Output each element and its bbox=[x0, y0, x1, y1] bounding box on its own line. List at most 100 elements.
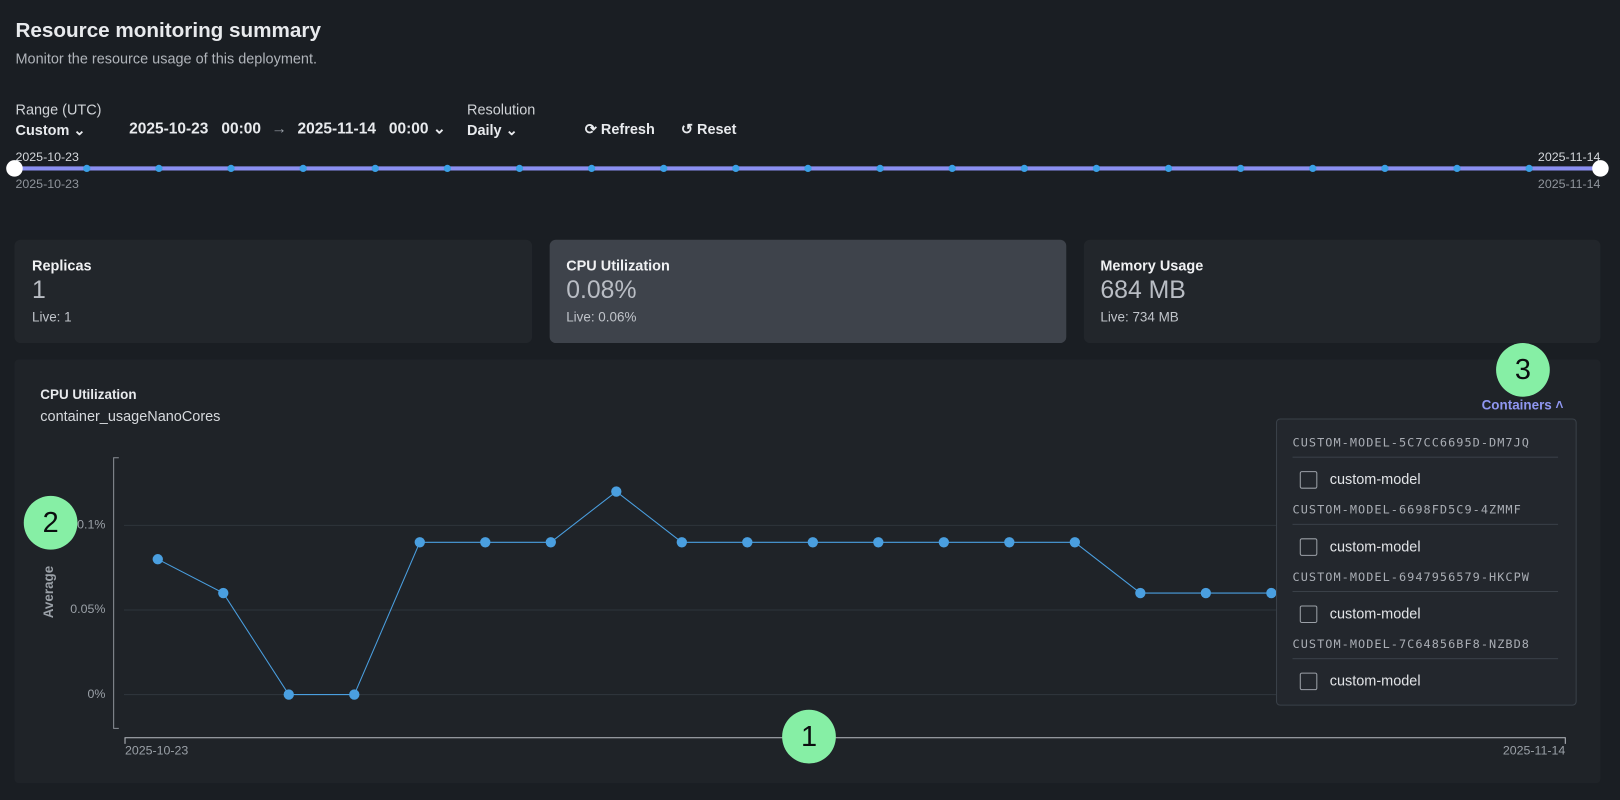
data-point bbox=[742, 537, 753, 548]
separator bbox=[1292, 523, 1559, 525]
chart-title: CPU Utilization bbox=[40, 386, 137, 403]
data-point bbox=[1200, 587, 1212, 599]
data-point bbox=[611, 486, 622, 497]
data-point bbox=[676, 537, 687, 548]
card-title: Memory Usage bbox=[1100, 256, 1204, 274]
range-value: Custom bbox=[15, 121, 70, 139]
y-tick-label: 0.05% bbox=[70, 602, 105, 616]
data-point bbox=[1266, 587, 1277, 599]
resolution-select[interactable]: Daily ⌄ bbox=[467, 121, 518, 139]
containers-dropdown bbox=[1276, 418, 1577, 706]
y-axis bbox=[113, 457, 119, 729]
data-point bbox=[873, 537, 884, 548]
slider-dot bbox=[1381, 164, 1389, 173]
data-point bbox=[1135, 587, 1146, 599]
checkbox[interactable] bbox=[1299, 538, 1318, 556]
refresh-button[interactable]: ⟳ Refresh bbox=[584, 120, 655, 138]
containers-text: Containers bbox=[1481, 396, 1552, 413]
card-value: 1 bbox=[32, 276, 46, 305]
data-point bbox=[349, 689, 360, 700]
checkbox-label: custom-model bbox=[1329, 537, 1421, 555]
separator bbox=[1292, 456, 1559, 458]
slider-end-bottom: 2025-11-14 bbox=[1537, 176, 1601, 191]
end-date: 2025-11-14 bbox=[297, 119, 376, 138]
card[interactable] bbox=[1083, 239, 1601, 344]
checkbox[interactable] bbox=[1299, 471, 1318, 489]
end-time: 00:00 bbox=[388, 119, 429, 138]
card-live: Live: 0.06% bbox=[566, 309, 637, 325]
slider-dot bbox=[1237, 164, 1245, 173]
slider-dot bbox=[83, 164, 91, 173]
containers-toggle[interactable]: Containers ˄ bbox=[1481, 396, 1564, 413]
card[interactable] bbox=[14, 239, 533, 344]
slider-dot bbox=[1020, 164, 1028, 173]
slider-dot bbox=[1525, 164, 1533, 173]
checkbox-label: custom-model bbox=[1329, 470, 1421, 488]
slider-dot bbox=[227, 164, 235, 173]
slider-dot bbox=[443, 164, 451, 173]
date-range-picker[interactable]: 2025-10-23 00:00 → 2025-11-14 00:00 ⌄ bbox=[129, 119, 446, 138]
arrow-icon: → bbox=[271, 119, 288, 138]
slider-dot bbox=[1309, 164, 1317, 173]
card-live: Live: 734 MB bbox=[1100, 309, 1179, 325]
chart-subtitle: container_usageNanoCores bbox=[40, 407, 221, 425]
refresh-text: Refresh bbox=[600, 120, 655, 138]
slider-end-top: 2025-11-14 bbox=[1537, 149, 1601, 165]
reset-button[interactable]: ↺ Reset bbox=[680, 120, 737, 138]
card-title: CPU Utilization bbox=[566, 256, 670, 274]
separator bbox=[1292, 590, 1559, 593]
data-point bbox=[152, 554, 163, 565]
slider-dot bbox=[155, 164, 163, 173]
data-point bbox=[1069, 537, 1081, 548]
page-subtitle: Monitor the resource usage of this deplo… bbox=[15, 50, 318, 67]
checkbox-label: custom-model bbox=[1329, 605, 1421, 622]
x-axis bbox=[124, 737, 1566, 744]
start-date: 2025-10-23 bbox=[129, 119, 209, 138]
data-point bbox=[283, 689, 294, 700]
y-axis-label: Average bbox=[41, 566, 56, 618]
slider-handle[interactable] bbox=[1592, 160, 1609, 177]
x-tick-label: 2025-10-23 bbox=[125, 743, 188, 757]
container-name: CUSTOM-MODEL-6698FD5C9-4ZMMF bbox=[1292, 502, 1522, 517]
data-point bbox=[1004, 537, 1015, 548]
card-value: 684 MB bbox=[1100, 276, 1186, 305]
checkbox[interactable] bbox=[1299, 672, 1318, 691]
slider-handle[interactable] bbox=[6, 160, 23, 177]
slider-dot bbox=[660, 164, 668, 173]
container-name: CUSTOM-MODEL-5C7CC6695D-DM7JQ bbox=[1292, 435, 1530, 450]
slider-dot bbox=[371, 164, 379, 173]
range-select[interactable]: Custom ⌄ bbox=[15, 121, 86, 139]
card-live: Live: 1 bbox=[32, 309, 72, 325]
data-point bbox=[218, 587, 229, 599]
x-tick-label: 2025-11-14 bbox=[1503, 743, 1565, 757]
reset-text: Reset bbox=[697, 120, 737, 138]
slider-dot bbox=[1453, 164, 1461, 173]
data-point bbox=[938, 537, 949, 548]
checkbox[interactable] bbox=[1299, 605, 1318, 624]
slider-dot bbox=[1164, 164, 1173, 173]
y-tick-label: 0% bbox=[87, 687, 105, 701]
badge: 2 bbox=[23, 495, 78, 550]
slider-start-top: 2025-10-23 bbox=[15, 149, 79, 165]
container-name: CUSTOM-MODEL-6947956579-HKCPW bbox=[1292, 569, 1530, 584]
separator bbox=[1292, 658, 1559, 660]
slider-dot bbox=[876, 164, 884, 173]
data-point bbox=[414, 537, 425, 548]
resolution-value: Daily bbox=[467, 121, 502, 139]
card-selected[interactable] bbox=[549, 239, 1067, 344]
slider-dot bbox=[587, 164, 596, 173]
data-point bbox=[807, 537, 818, 548]
page-title: Resource monitoring summary bbox=[15, 19, 321, 43]
slider-dot bbox=[299, 164, 307, 173]
resolution-label: Resolution bbox=[467, 100, 536, 118]
checkbox-label: custom-model bbox=[1329, 672, 1421, 689]
slider-dot bbox=[732, 164, 740, 173]
data-point bbox=[545, 537, 556, 548]
range-label: Range (UTC) bbox=[15, 100, 102, 118]
y-tick-label: 0.1% bbox=[77, 518, 105, 532]
slider-dot bbox=[948, 164, 956, 173]
card-value: 0.08% bbox=[566, 276, 637, 305]
slider-dot bbox=[1092, 164, 1101, 173]
range-slider[interactable] bbox=[0, 0, 1620, 207]
